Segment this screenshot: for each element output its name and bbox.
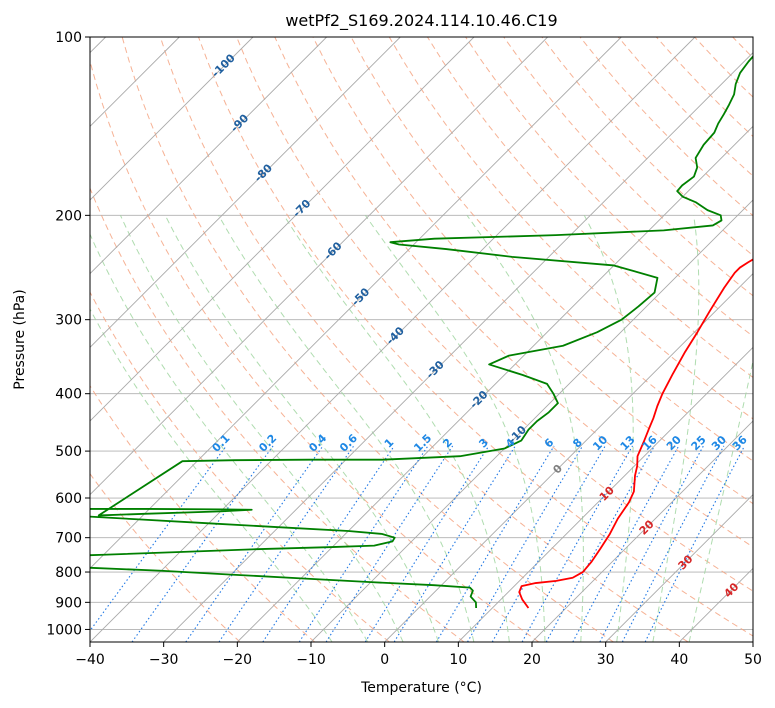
isotherm — [90, 37, 622, 569]
x-tick-label: 40 — [670, 652, 688, 668]
dry-adiabat — [90, 186, 465, 642]
mixing-ratio-line — [545, 445, 656, 642]
moist-adiabat — [218, 215, 475, 642]
y-axis-title: Pressure (hPa) — [12, 289, 28, 389]
mixing-ratio-line — [393, 445, 516, 642]
x-tick-label: 30 — [597, 652, 615, 668]
y-tick-label: 900 — [55, 595, 82, 611]
y-tick-label: 500 — [55, 444, 82, 460]
isotherm — [90, 37, 401, 348]
moist-adiabat — [466, 215, 584, 642]
mixing-ratio-line — [621, 445, 725, 642]
plot-frame — [89, 36, 754, 643]
dry-adiabat — [90, 384, 316, 642]
isotherm — [310, 199, 753, 642]
dry-adiabat — [350, 37, 753, 462]
x-tick-label: −20 — [223, 652, 253, 668]
dry-adiabat — [426, 37, 753, 378]
dry-adiabat — [159, 37, 689, 642]
moist-adiabat — [652, 215, 700, 642]
y-tick-label: 800 — [55, 565, 82, 581]
x-tick-label: 10 — [449, 652, 467, 668]
isotherm — [237, 125, 753, 642]
moist-adiabat — [164, 215, 439, 642]
isotherm — [90, 37, 548, 496]
mixing-ratio-line — [435, 445, 555, 642]
y-tick-label: 300 — [55, 313, 82, 329]
x-tick-label: 20 — [523, 652, 541, 668]
moist-adiabat — [90, 233, 369, 642]
dry-adiabat — [388, 37, 753, 420]
moist-adiabat — [364, 215, 546, 642]
mixing-ratio-line — [218, 445, 355, 642]
axes: −40 −30 −20 −10 0 10 20 30 40 50 100 200 300 400 500 60… — [46, 30, 762, 668]
mixing-ratio-line — [131, 445, 274, 642]
moist-adiabat — [90, 308, 333, 642]
temperature-profile-line — [518, 258, 753, 609]
x-tick-label: 0 — [380, 652, 389, 668]
isotherm — [531, 420, 753, 642]
dry-adiabat — [274, 37, 753, 548]
y-tick-label: 600 — [55, 491, 82, 507]
isotherm — [605, 494, 753, 642]
isotherm — [458, 346, 753, 642]
y-tick-label: 700 — [55, 531, 82, 547]
mixing-ratio-line — [262, 445, 395, 642]
dry-adiabat — [121, 37, 614, 642]
isotherm — [90, 37, 696, 642]
isotherm — [90, 37, 327, 275]
x-tick-label: −10 — [296, 652, 326, 668]
profile-lines — [90, 55, 753, 609]
dry-adiabat — [90, 291, 390, 642]
isotherm — [90, 37, 254, 201]
dry-adiabat — [90, 472, 241, 642]
moist-adiabat — [120, 215, 404, 642]
y-tick-label: 1000 — [46, 622, 82, 638]
x-tick-label: −30 — [149, 652, 179, 668]
chart-title: wetPf2_S169.2024.114.10.46.C19 — [285, 11, 557, 31]
reference-lines — [90, 37, 753, 642]
dry-adiabat — [236, 37, 753, 592]
x-axis-title: Temperature (°C) — [360, 680, 482, 696]
dry-adiabat — [312, 37, 753, 505]
y-tick-label: 400 — [55, 387, 82, 403]
isotherm — [384, 273, 753, 642]
x-tick-label: −40 — [75, 652, 105, 668]
mixing-ratio-line — [364, 445, 490, 642]
dewpoint-profile-line — [90, 55, 753, 609]
dry-adiabat — [465, 37, 753, 337]
mixing-ratio-line — [467, 445, 584, 642]
y-tick-label: 100 — [55, 30, 82, 46]
moist-adiabat — [283, 215, 510, 642]
isotherm — [163, 52, 753, 642]
mixing-ratio-line — [325, 445, 454, 642]
y-tick-label: 200 — [55, 208, 82, 224]
dry-adiabat — [90, 59, 540, 642]
mixing-ratio-line — [185, 445, 324, 642]
dry-adiabat — [503, 37, 753, 297]
isotherm — [90, 37, 475, 422]
mixing-ratio-line — [644, 445, 746, 642]
moist-adiabat — [583, 215, 634, 642]
x-tick-label: 50 — [744, 652, 762, 668]
mixing-ratio-line — [521, 445, 633, 642]
mixing-ratio-line — [298, 445, 429, 642]
